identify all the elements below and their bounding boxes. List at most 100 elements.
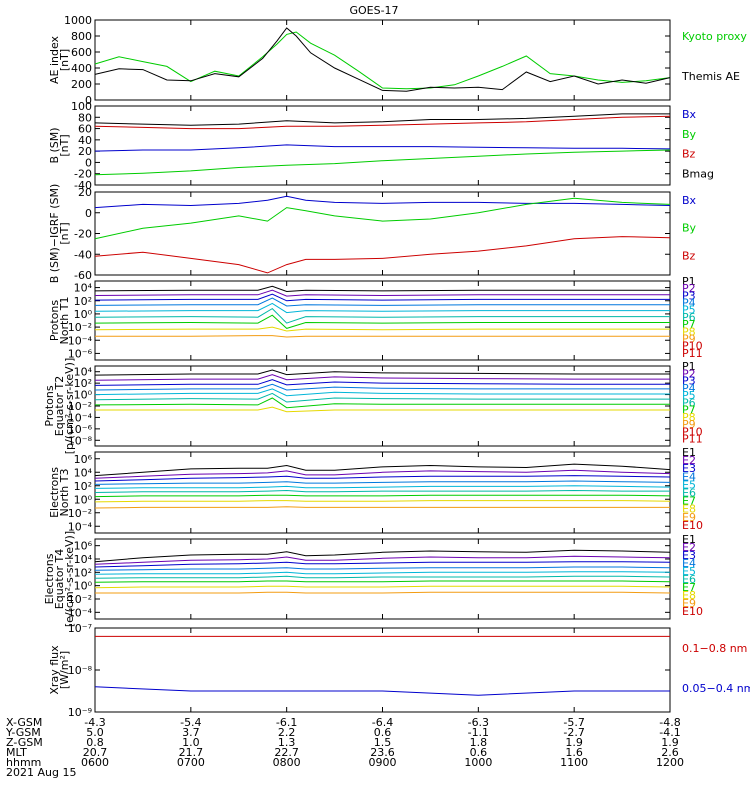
series-line-p6: [94, 392, 670, 403]
y-tick-label: 200: [71, 78, 92, 91]
y-axis-label: Xray flux[W/m²]: [48, 645, 71, 695]
series-line-e5: [94, 485, 671, 489]
legend-entry: By: [682, 222, 697, 235]
axis-row-label: MLT: [6, 746, 27, 759]
legend-entry: E10: [682, 519, 703, 532]
y-tick-label: 10⁻⁸: [68, 664, 93, 677]
axis-row-label: X-GSM: [6, 716, 42, 729]
series-line-e6: [94, 489, 670, 493]
series-line-p3: [94, 293, 670, 302]
axis-row-value: -2.7: [563, 726, 584, 739]
axis-row-value: 0600: [81, 756, 109, 769]
series-line-e4: [94, 566, 671, 571]
y-tick-label: 0: [85, 207, 92, 220]
legend-entry: E2: [682, 541, 696, 554]
y-tick-label: 10⁴: [74, 366, 93, 379]
legend-entry: E7: [682, 581, 696, 594]
series-line-e9: [94, 506, 670, 509]
legend-entry: E9: [682, 511, 696, 524]
panel-frame: [94, 105, 671, 186]
axis-row-value: 0.6: [374, 726, 392, 739]
legend-entry: P2: [682, 367, 696, 380]
series-line-e7: [94, 580, 671, 583]
y-tick-label: 100: [71, 100, 92, 113]
series-line-p5: [94, 388, 670, 397]
axis-row-value: -6.1: [276, 716, 297, 729]
y-tick-label: -60: [74, 269, 92, 282]
y-tick-label: -20: [74, 168, 92, 181]
legend-entry: E4: [682, 557, 696, 570]
panel-xray: 10⁻⁷ 10⁻⁸ 10⁻⁹ Xray flux[W/m²] 0.1−0.8 nm 0.0…: [48, 622, 750, 719]
y-tick-label: 10⁻⁴: [68, 520, 93, 533]
panel-p_t2: 10⁴10²10⁰10⁻²10⁻⁴10⁻⁶10⁻⁸ProtonsEquator …: [43, 358, 703, 455]
y-axis-label: ProtonsNorth T1: [48, 297, 71, 345]
y-tick-label: 10⁻⁴: [68, 606, 93, 619]
legend-entry: P11: [682, 433, 703, 446]
axis-row-value: 0900: [369, 756, 397, 769]
axis-row-value: 1.3: [278, 736, 296, 749]
legend-entry: P7: [682, 318, 696, 331]
legend-entry: P1: [682, 360, 696, 373]
series-line-p1: [94, 369, 670, 376]
series-line-p4: [94, 297, 670, 307]
legend-entry: E7: [682, 495, 696, 508]
legend-entry: Themis AE: [681, 70, 740, 83]
legend-entry: P2: [682, 282, 696, 295]
series-line-p7: [94, 314, 670, 329]
legend-entry: E6: [682, 487, 696, 500]
y-tick-label: 0: [85, 94, 92, 107]
axis-row-label: Z-GSM: [6, 736, 43, 749]
series-line-e3: [94, 561, 671, 568]
y-axis-label: ElectronsNorth T3: [48, 467, 71, 518]
y-tick-label: 0: [85, 156, 92, 169]
legend-entry: P5: [682, 304, 696, 317]
series-line-e4: [94, 480, 671, 485]
axis-row-value: -4.3: [84, 716, 105, 729]
axis-row-value: -5.4: [180, 716, 201, 729]
axis-row-value: 1200: [656, 756, 684, 769]
legend-entry: P1: [682, 275, 696, 288]
series-line-bz: [94, 115, 671, 130]
series-line-e5: [94, 571, 671, 575]
axis-row-value: -6.4: [372, 716, 393, 729]
axis-row-value: 1.9: [661, 736, 679, 749]
legend-entry: E9: [682, 597, 696, 610]
legend-entry: Bx: [682, 194, 697, 207]
axis-row-value: -4.1: [659, 726, 680, 739]
y-tick-label: -40: [74, 248, 92, 261]
y-tick-label: 1000: [64, 14, 92, 27]
legend-entry: P6: [682, 311, 696, 324]
y-tick-label: -20: [74, 228, 92, 241]
y-tick-label: 10²: [74, 295, 92, 308]
legend-entry: Bz: [682, 249, 696, 262]
axis-row-value: 1.8: [470, 736, 488, 749]
series-line-bx: [94, 144, 671, 152]
y-tick-label: 10⁻⁸: [68, 434, 93, 447]
axis-row-value: 2.2: [278, 726, 296, 739]
legend-entry: P8: [682, 325, 696, 338]
axis-row-value: 21.7: [179, 746, 204, 759]
axis-row-value: 22.7: [274, 746, 299, 759]
legend-entry: E5: [682, 565, 696, 578]
y-tick-label: 10⁻⁷: [68, 622, 92, 635]
y-tick-label: 10⁴: [74, 282, 93, 295]
y-tick-label: 10²: [74, 566, 92, 579]
y-tick-label: 10⁻⁹: [68, 706, 92, 719]
axis-row-value: 0.6: [470, 746, 488, 759]
legend-entry: 0.05−0.4 nm: [682, 682, 750, 695]
legend-entry: E5: [682, 478, 696, 491]
axis-row-value: 3.7: [182, 726, 200, 739]
y-axis-label: ProtonsEquator T2[p/(cm²-s-sr-keV)]: [43, 358, 76, 455]
panel-ae: 0 200 400 600 800 1000 AE index[nT] Kyoto proxy…: [48, 14, 750, 107]
series-line-by: [94, 197, 671, 240]
legend-entry: E6: [682, 573, 696, 586]
legend-entry: E1: [682, 533, 696, 546]
axis-row-value: 1.9: [565, 736, 583, 749]
y-tick-label: -40: [74, 179, 92, 192]
series-line-bz: [94, 236, 671, 274]
y-tick-label: 10⁻²: [68, 507, 92, 520]
series-line-e7: [94, 494, 671, 498]
